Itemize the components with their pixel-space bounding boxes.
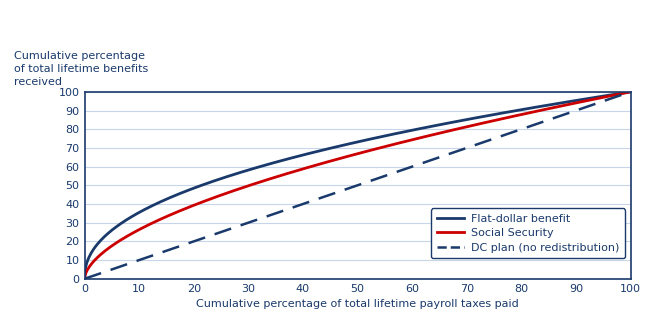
Social Security bbox=[614, 92, 621, 96]
Line: Flat-dollar benefit: Flat-dollar benefit bbox=[84, 92, 630, 279]
Social Security bbox=[627, 90, 634, 94]
Social Security bbox=[81, 277, 88, 281]
Flat-dollar benefit bbox=[406, 129, 413, 133]
Legend: Flat-dollar benefit, Social Security, DC plan (no redistribution): Flat-dollar benefit, Social Security, DC… bbox=[431, 208, 625, 258]
Social Security bbox=[376, 146, 384, 150]
Flat-dollar benefit bbox=[614, 92, 621, 96]
Text: Cumulative percentage
of total lifetime benefits
received: Cumulative percentage of total lifetime … bbox=[14, 51, 148, 87]
DC plan (no redistribution) bbox=[343, 187, 351, 191]
Social Security bbox=[528, 110, 536, 114]
DC plan (no redistribution) bbox=[627, 90, 634, 94]
DC plan (no redistribution) bbox=[528, 124, 536, 128]
Social Security bbox=[340, 155, 348, 159]
DC plan (no redistribution) bbox=[340, 188, 348, 192]
DC plan (no redistribution) bbox=[406, 166, 413, 170]
Social Security bbox=[406, 138, 413, 142]
Flat-dollar benefit bbox=[343, 142, 351, 146]
DC plan (no redistribution) bbox=[614, 94, 621, 98]
Flat-dollar benefit bbox=[376, 135, 384, 139]
Social Security bbox=[343, 154, 351, 158]
DC plan (no redistribution) bbox=[81, 277, 88, 281]
DC plan (no redistribution) bbox=[376, 176, 384, 180]
Flat-dollar benefit bbox=[81, 277, 88, 281]
X-axis label: Cumulative percentage of total lifetime payroll taxes paid: Cumulative percentage of total lifetime … bbox=[196, 299, 519, 309]
Line: DC plan (no redistribution): DC plan (no redistribution) bbox=[84, 92, 630, 279]
Flat-dollar benefit bbox=[528, 106, 536, 110]
Flat-dollar benefit bbox=[340, 143, 348, 147]
Flat-dollar benefit bbox=[627, 90, 634, 94]
Line: Social Security: Social Security bbox=[84, 92, 630, 279]
